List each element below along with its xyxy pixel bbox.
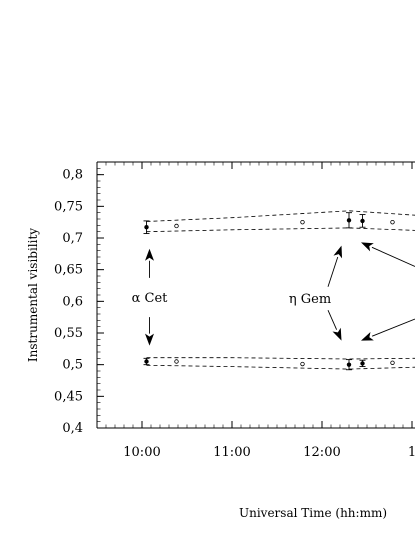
data-point-filled bbox=[360, 361, 365, 366]
envelope-line bbox=[146, 357, 415, 360]
envelope-lines bbox=[146, 210, 415, 370]
envelope-line bbox=[146, 227, 415, 233]
data-point-open bbox=[390, 219, 395, 225]
y-tick-label: 0,6 bbox=[62, 294, 83, 309]
y-tick-label: 0,55 bbox=[54, 326, 83, 341]
arrow-shaft bbox=[371, 246, 415, 267]
arrow-shaft bbox=[327, 256, 339, 287]
data-point-filled bbox=[144, 359, 149, 364]
y-tick-label: 0,45 bbox=[54, 389, 83, 404]
y-tick-label: 0,65 bbox=[54, 263, 83, 278]
data-point-filled bbox=[346, 218, 352, 223]
data-point-open bbox=[174, 359, 179, 364]
arrow-shaft bbox=[327, 310, 338, 330]
data-point-filled bbox=[144, 225, 149, 230]
data-point-open bbox=[390, 360, 395, 365]
data-points bbox=[143, 212, 395, 371]
y-tick-label: 0,8 bbox=[62, 168, 83, 183]
data-point-filled bbox=[360, 218, 365, 224]
data-point-open bbox=[300, 361, 305, 367]
arrow-head bbox=[361, 242, 374, 252]
arrow-head bbox=[333, 245, 343, 259]
y-tick-label: 0,75 bbox=[54, 199, 83, 214]
arrow-head bbox=[361, 331, 374, 341]
x-tick-label: 11:00 bbox=[213, 445, 250, 460]
x-tick-label: 12:00 bbox=[303, 445, 340, 460]
x-tick-label: 10:00 bbox=[123, 445, 160, 460]
annotation-alpha-cet: α Cet bbox=[132, 291, 169, 306]
envelope-line bbox=[146, 210, 415, 222]
data-point-open bbox=[174, 223, 179, 229]
y-axis-label: Instrumental visibility bbox=[26, 228, 40, 362]
envelope-line bbox=[146, 364, 415, 370]
arrow-head bbox=[332, 327, 342, 341]
annotation-arrows bbox=[145, 242, 415, 346]
data-point-filled bbox=[346, 362, 352, 367]
x-axis-label: Universal Time (hh:mm) bbox=[239, 506, 387, 520]
arrow-shaft bbox=[371, 318, 415, 337]
axes: 0,4 0,45 0,5 0,55 0,6 0,65 0,7 0,75 0,8 10:00 11:0… bbox=[54, 161, 415, 460]
x-tick-label: 1 bbox=[408, 445, 415, 460]
arrow-head bbox=[145, 248, 154, 261]
arrow-head bbox=[145, 333, 154, 346]
y-tick-label: 0,7 bbox=[62, 231, 83, 246]
annotation-eta-gem: η Gem bbox=[289, 292, 331, 307]
data-point-open bbox=[300, 219, 305, 225]
y-tick-label: 0,4 bbox=[62, 421, 83, 436]
y-tick-label: 0,5 bbox=[62, 358, 83, 373]
text-labels: Universal Time (hh:mm) Instrumental visi… bbox=[26, 228, 387, 520]
